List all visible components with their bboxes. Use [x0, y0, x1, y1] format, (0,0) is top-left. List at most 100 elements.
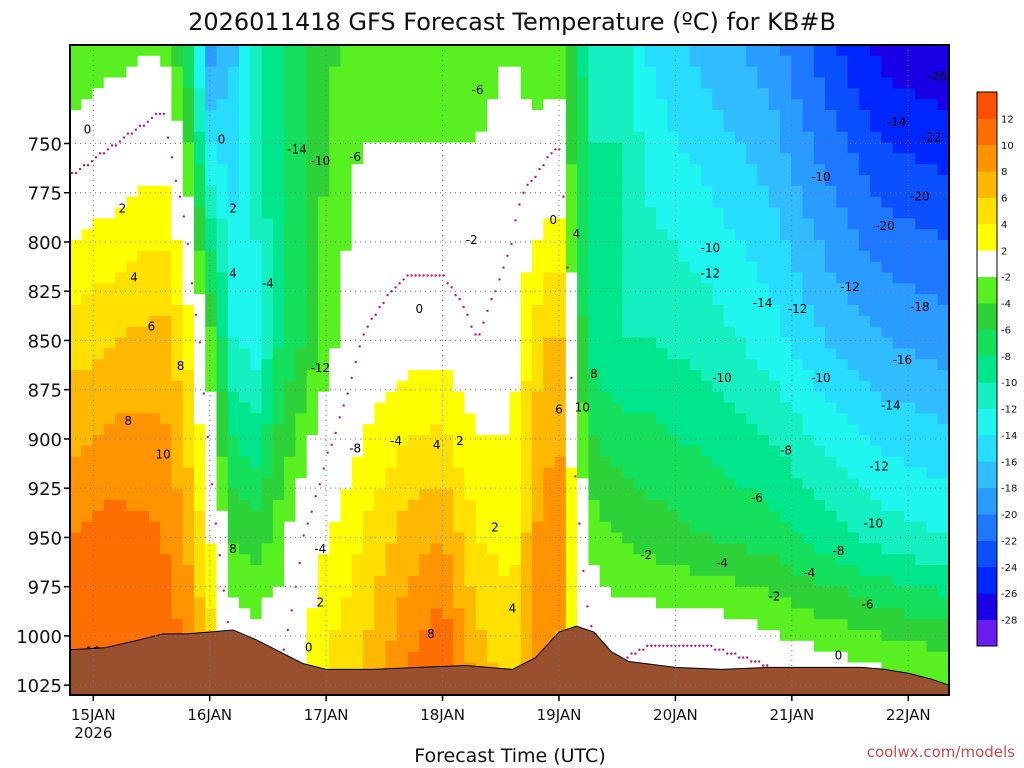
heatmap-cell [689, 88, 702, 100]
heatmap-cell [419, 294, 432, 306]
heatmap-cell [757, 153, 770, 165]
heatmap-cell [633, 326, 646, 339]
heatmap-cell [937, 359, 949, 371]
heatmap-cell [802, 510, 815, 523]
heatmap-cell [487, 445, 499, 458]
heatmap-cell [926, 500, 939, 512]
heatmap-cell [791, 554, 804, 566]
heatmap-cell [498, 337, 511, 349]
heatmap-cell [419, 489, 432, 501]
heatmap-cell [194, 261, 206, 274]
heatmap-cell [509, 326, 522, 339]
heatmap-cell [644, 283, 657, 295]
heatmap-cell [768, 521, 781, 534]
heatmap-cell [430, 99, 443, 111]
heatmap-cell [396, 45, 409, 57]
heatmap-cell [813, 370, 826, 382]
contour-label: -10 [712, 371, 732, 385]
heatmap-cell [306, 250, 319, 263]
heatmap-cell [115, 467, 127, 479]
heatmap-cell [227, 597, 240, 609]
heatmap-cell [622, 359, 635, 371]
heatmap-cell [577, 359, 589, 371]
heatmap-cell [813, 110, 826, 122]
heatmap-cell [498, 120, 511, 133]
heatmap-cell [532, 597, 544, 609]
heatmap-cell [396, 489, 409, 501]
heatmap-cell [757, 240, 770, 252]
heatmap-cell [734, 359, 747, 371]
freeze-contour-point [290, 609, 293, 612]
heatmap-cell [588, 424, 601, 436]
heatmap-cell [430, 240, 443, 252]
heatmap-cell [306, 489, 319, 501]
heatmap-cell [599, 489, 612, 501]
heatmap-cell [126, 240, 139, 252]
heatmap-cell [374, 294, 387, 306]
heatmap-cell [836, 315, 849, 328]
heatmap-cell [385, 110, 398, 122]
heatmap-cell [227, 110, 240, 122]
heatmap-cell [937, 229, 949, 241]
heatmap-cell [870, 413, 882, 425]
heatmap-cell [475, 261, 488, 274]
heatmap-cell [205, 510, 218, 523]
heatmap-cell [126, 196, 139, 209]
heatmap-cell [363, 99, 375, 111]
heatmap-cell [182, 424, 195, 436]
heatmap-cell [780, 424, 792, 436]
heatmap-cell [757, 326, 770, 339]
heatmap-cell [520, 142, 533, 154]
heatmap-cell [915, 305, 928, 317]
heatmap-cell [903, 554, 916, 566]
heatmap-cell [847, 478, 860, 490]
contour-label: 10 [575, 400, 590, 414]
heatmap-cell [870, 131, 882, 144]
heatmap-cell [284, 294, 296, 306]
heatmap-cell [825, 586, 837, 599]
heatmap-cell [813, 554, 826, 566]
heatmap-cell [453, 510, 466, 523]
heatmap-cell [396, 565, 409, 577]
heatmap-cell [329, 348, 342, 360]
heatmap-cell [250, 348, 263, 360]
heatmap-cell [498, 640, 511, 653]
heatmap-cell [881, 435, 894, 447]
heatmap-cell [374, 651, 387, 664]
heatmap-cell [791, 164, 804, 176]
heatmap-cell [272, 370, 285, 382]
freeze-contour-point [402, 278, 405, 281]
heatmap-cell [126, 337, 139, 349]
heatmap-cell [363, 391, 375, 404]
heatmap-cell [633, 66, 646, 79]
heatmap-cell [836, 380, 849, 393]
heatmap-cell [656, 380, 668, 393]
heatmap-cell [610, 575, 623, 588]
heatmap-cell [870, 554, 882, 566]
heatmap-cell [475, 543, 488, 555]
heatmap-cell [239, 250, 251, 263]
heatmap-cell [487, 294, 499, 306]
heatmap-cell [160, 66, 173, 79]
heatmap-cell [453, 131, 466, 144]
heatmap-cell [825, 218, 837, 230]
heatmap-cell [408, 402, 420, 414]
heatmap-cell [689, 554, 702, 566]
heatmap-cell [430, 456, 443, 469]
heatmap-cell [588, 261, 601, 274]
heatmap-cell [160, 153, 173, 165]
heatmap-cell [858, 467, 871, 479]
heatmap-cell [915, 55, 928, 68]
heatmap-cell [723, 575, 736, 588]
heatmap-cell [768, 586, 781, 599]
heatmap-cell [430, 651, 443, 664]
heatmap-cell [937, 391, 949, 404]
heatmap-cell [712, 630, 725, 642]
heatmap-cell [757, 402, 770, 414]
heatmap-cell [543, 110, 556, 122]
heatmap-cell [295, 554, 308, 566]
heatmap-cell [295, 402, 308, 414]
heatmap-cell [216, 99, 229, 111]
heatmap-cell [644, 586, 657, 599]
heatmap-cell [791, 532, 804, 544]
